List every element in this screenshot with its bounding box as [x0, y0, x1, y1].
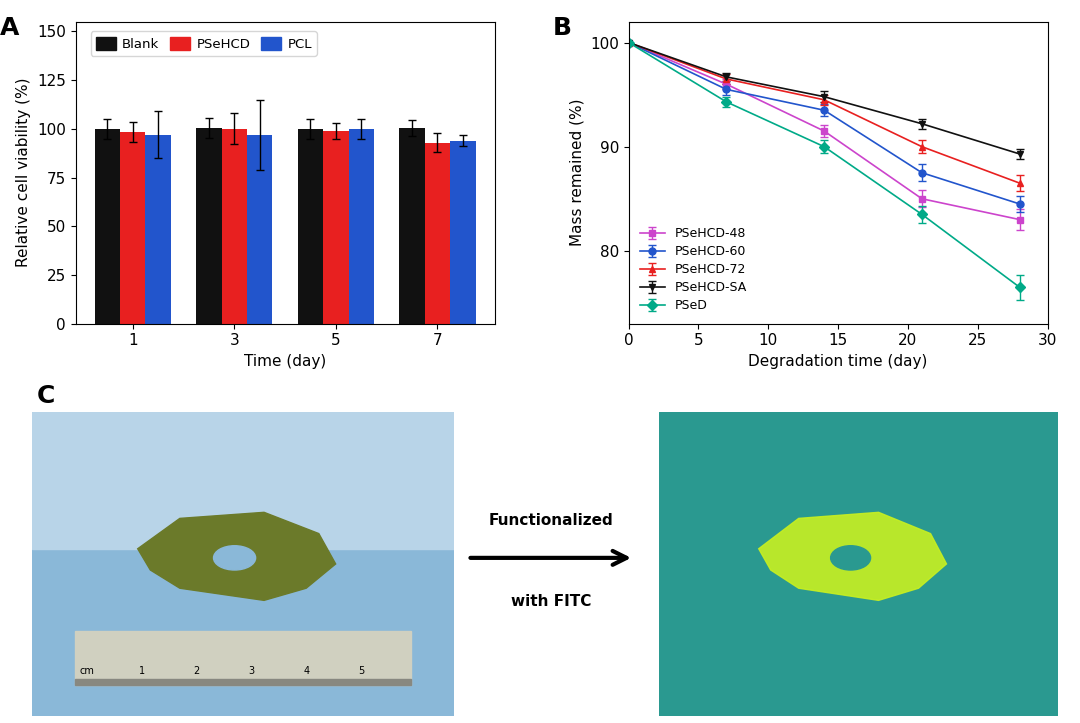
- Bar: [75, 680, 411, 685]
- Bar: [424, 142, 450, 324]
- Text: 4: 4: [303, 667, 309, 676]
- Ellipse shape: [831, 546, 870, 570]
- Polygon shape: [138, 513, 336, 600]
- Bar: [146, 134, 171, 324]
- Bar: [32, 412, 454, 549]
- Polygon shape: [759, 513, 946, 600]
- Text: 3: 3: [248, 667, 255, 676]
- Bar: [75, 630, 411, 685]
- Text: with FITC: with FITC: [511, 594, 591, 609]
- Legend: Blank, PSeHCD, PCL: Blank, PSeHCD, PCL: [91, 31, 318, 56]
- X-axis label: Degradation time (day): Degradation time (day): [748, 354, 928, 369]
- Text: 2: 2: [193, 667, 200, 676]
- Text: B: B: [553, 16, 572, 40]
- Text: C: C: [37, 384, 55, 408]
- Bar: [221, 129, 247, 324]
- Bar: [95, 129, 120, 324]
- Text: 1: 1: [139, 667, 145, 676]
- Legend: PSeHCD-48, PSeHCD-60, PSeHCD-72, PSeHCD-SA, PSeD: PSeHCD-48, PSeHCD-60, PSeHCD-72, PSeHCD-…: [635, 223, 752, 317]
- Ellipse shape: [214, 546, 256, 570]
- Y-axis label: Mass remained (%): Mass remained (%): [569, 99, 584, 247]
- Text: A: A: [0, 16, 19, 40]
- Bar: [298, 129, 323, 324]
- Bar: [450, 140, 475, 324]
- Text: cm: cm: [80, 667, 95, 676]
- Y-axis label: Relative cell viability (%): Relative cell viability (%): [16, 78, 31, 268]
- Bar: [323, 131, 349, 324]
- Text: 5: 5: [357, 667, 364, 676]
- Bar: [247, 134, 272, 324]
- X-axis label: Time (day): Time (day): [244, 354, 326, 369]
- Text: Functionalized: Functionalized: [488, 513, 613, 528]
- Bar: [400, 128, 424, 324]
- Bar: [349, 129, 374, 324]
- Bar: [120, 132, 146, 324]
- Bar: [197, 128, 221, 324]
